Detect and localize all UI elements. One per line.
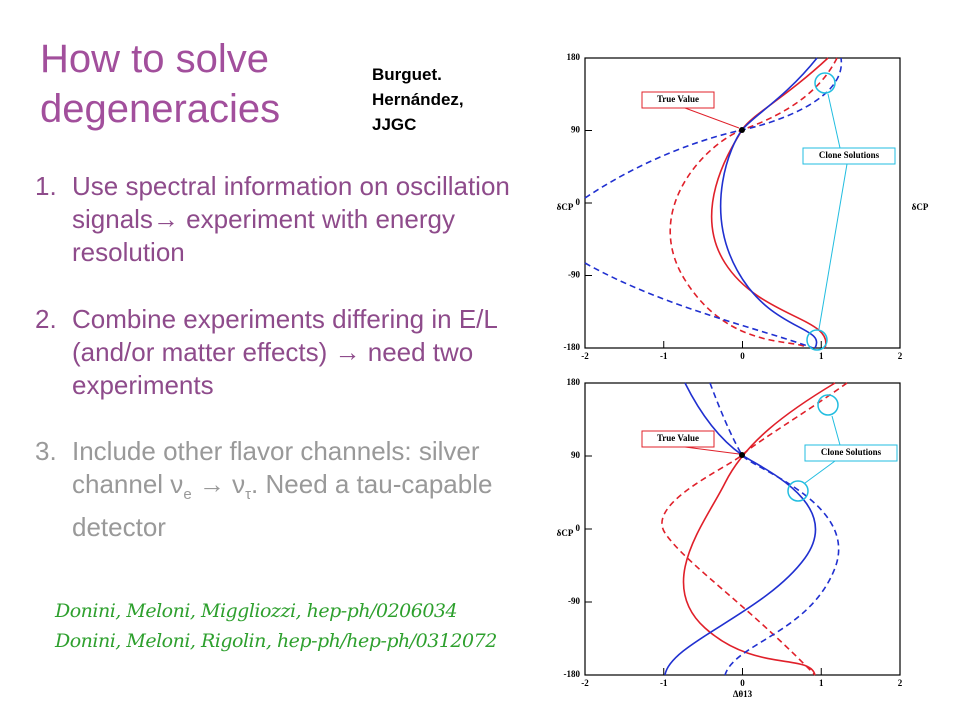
annotation: Clone Solutions: [821, 447, 882, 457]
x-tick-label: -2: [581, 678, 589, 688]
plot-area: 180 90 0 -90 -180-2 -1 0 1 2 δCP δCP True Value Clon…: [557, 52, 929, 361]
item-text: Combine experiments differing in E/L (an…: [72, 304, 497, 400]
arrow: [831, 415, 841, 446]
list-item: 1. Use spectral information on oscillati…: [35, 170, 525, 269]
y-tick-label: 180: [567, 377, 581, 387]
text-part: . Need a tau-capable detector: [72, 469, 493, 543]
label-box: [804, 444, 898, 462]
references: Donini, Meloni, Miggliozzi, hep-ph/02060…: [55, 596, 497, 656]
frame: [584, 57, 901, 349]
y-axis-label: δCP: [557, 528, 574, 538]
curve: [584, 262, 814, 349]
y-tick-label: 90: [571, 125, 581, 135]
y-tick-label: -180: [564, 342, 581, 352]
x-tick-label: 2: [898, 678, 903, 688]
plot: 180 90 0 -90 -180-2 -1 0 1 2 δCP Δθ13 True Value Clo…: [557, 377, 903, 699]
arrow: [684, 107, 740, 129]
label-box: [802, 147, 896, 165]
y-axis-label: δCP: [912, 202, 929, 212]
x-axis-label: Δθ13: [733, 689, 753, 699]
clone-circle: [806, 329, 828, 351]
x-tick-label: 1: [819, 678, 824, 688]
attribution: Burguet. Hernández, JJGC: [372, 62, 464, 137]
arrow: [804, 460, 836, 484]
list-item: 3. Include other flavor channels: silver…: [35, 435, 525, 544]
x-tick-label: -1: [660, 678, 668, 688]
attribution-line: Hernández,: [372, 90, 464, 109]
y-tick-label: 90: [571, 450, 581, 460]
clone-circle: [817, 394, 839, 416]
arrow: [818, 163, 848, 330]
item-text: Include other flavor channels: silver ch…: [72, 435, 525, 544]
curve: [682, 382, 836, 676]
curve: [661, 382, 848, 676]
item-number: 2.: [35, 304, 57, 334]
curve: [709, 382, 840, 676]
x-tick-label: -1: [660, 351, 668, 361]
attribution-line: Burguet.: [372, 65, 442, 84]
y-tick-label: -180: [564, 669, 581, 679]
y-tick-label: 180: [567, 52, 581, 62]
annotation: True Value: [657, 94, 699, 104]
reference: Donini, Meloni, Miggliozzi, hep-ph/02060…: [55, 600, 458, 622]
curve: [719, 57, 818, 349]
x-tick-label: 0: [740, 678, 745, 688]
curve: [664, 382, 817, 676]
x-tick-label: 0: [740, 351, 745, 361]
x-tick-label: 2: [898, 351, 903, 361]
y-tick-label: 0: [576, 197, 581, 207]
item-text: Use spectral information on oscillation …: [72, 171, 510, 267]
list-item: 2. Combine experiments differing in E/L …: [35, 303, 525, 402]
subscript: e: [183, 486, 192, 504]
curve: [669, 57, 838, 349]
y-tick-label: -90: [568, 270, 580, 280]
arrow: [684, 446, 740, 455]
true-point: [739, 127, 745, 133]
x-tick-label: 1: [819, 351, 824, 361]
slide-title: How to solve degeneracies: [40, 37, 281, 131]
attribution-line: JJGC: [372, 115, 417, 134]
true-point: [739, 452, 745, 458]
clone-circle: [787, 480, 809, 502]
plot: 180 90 0 -90 -180-2 -1 0 1 2 δCP δCP True Value Clon…: [557, 52, 929, 361]
curve: [710, 57, 829, 349]
frame: [584, 382, 901, 676]
subscript: τ: [245, 486, 252, 504]
y-axis-label: δCP: [557, 202, 574, 212]
annotation: Clone Solutions: [819, 150, 880, 160]
x-tick-label: -2: [581, 351, 589, 361]
text-part: Include other flavor channels: silver ch…: [72, 436, 480, 499]
label-box: [641, 91, 715, 109]
item-number: 1.: [35, 171, 57, 201]
label-box: [641, 430, 715, 448]
text-part: → ν: [191, 469, 246, 499]
item-number: 3.: [35, 436, 57, 466]
arrow: [827, 93, 841, 149]
reference: Donini, Meloni, Rigolin, hep-ph/hep-ph/0…: [55, 630, 497, 652]
annotation: True Value: [657, 433, 699, 443]
y-tick-label: -90: [568, 596, 580, 606]
clone-circle: [814, 72, 836, 94]
y-tick-label: 0: [576, 523, 581, 533]
plot-area: 180 90 0 -90 -180-2 -1 0 1 2 δCP Δθ13 True Value Clo…: [557, 377, 903, 699]
